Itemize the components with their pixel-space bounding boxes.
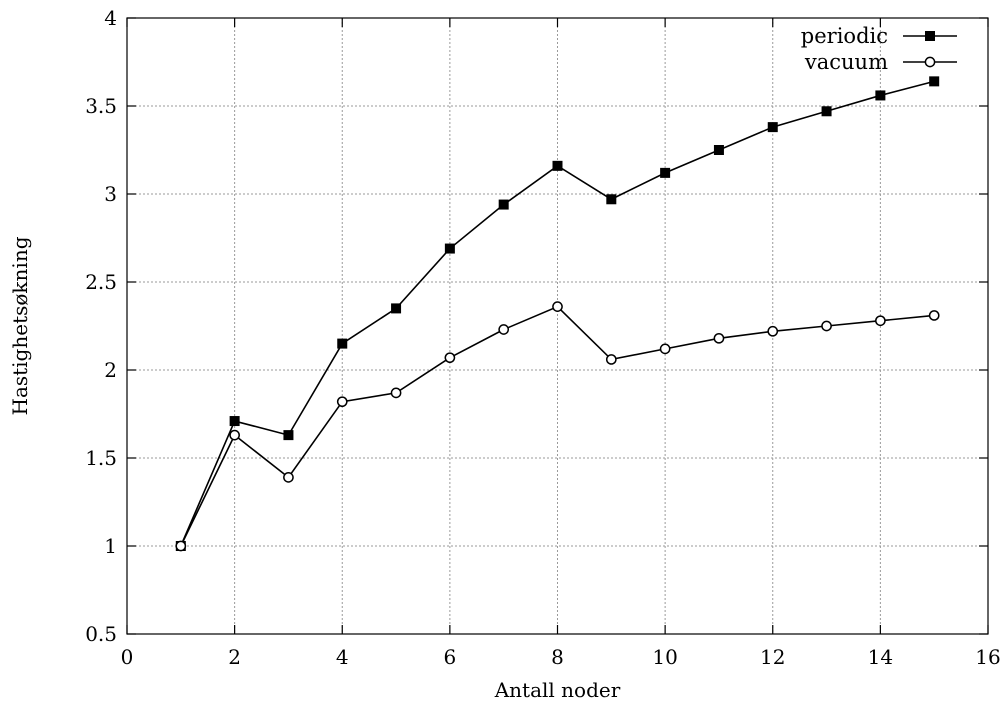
series bbox=[175, 76, 940, 552]
legend-label: vacuum bbox=[804, 50, 888, 74]
data-point bbox=[713, 145, 724, 155]
data-point bbox=[929, 76, 940, 87]
data-point bbox=[391, 303, 402, 314]
axis-ticks bbox=[126, 17, 989, 635]
x-axis-label: Antall noder bbox=[494, 678, 621, 702]
y-tick-label: 1 bbox=[104, 534, 117, 558]
data-point bbox=[659, 343, 671, 355]
series-periodic bbox=[175, 76, 940, 551]
data-point bbox=[390, 387, 402, 399]
data-point bbox=[283, 430, 294, 441]
legend-marker bbox=[924, 56, 936, 68]
data-point bbox=[713, 332, 725, 344]
data-point bbox=[767, 325, 779, 337]
grid bbox=[127, 18, 988, 634]
x-tick-label: 10 bbox=[652, 645, 677, 669]
data-point bbox=[498, 324, 510, 335]
data-point bbox=[928, 310, 940, 321]
data-point bbox=[821, 320, 832, 332]
x-tick-label: 12 bbox=[760, 645, 785, 669]
x-tick-label: 16 bbox=[975, 645, 1000, 669]
data-point bbox=[552, 301, 563, 312]
y-tick-label: 1.5 bbox=[85, 446, 117, 470]
data-point bbox=[283, 472, 294, 483]
data-point bbox=[336, 396, 348, 408]
data-point bbox=[337, 338, 348, 349]
legend-item: vacuum bbox=[804, 50, 957, 74]
y-axis-label: Hastighetsøkning bbox=[8, 236, 32, 415]
y-tick-label: 2.5 bbox=[85, 270, 117, 294]
data-point bbox=[498, 199, 509, 210]
data-point bbox=[767, 122, 778, 133]
data-point bbox=[229, 416, 240, 427]
data-point bbox=[875, 90, 886, 101]
x-tick-label: 2 bbox=[228, 645, 241, 669]
data-point bbox=[444, 243, 455, 254]
data-point bbox=[660, 167, 671, 178]
data-point bbox=[875, 315, 886, 327]
y-tick-labels: 0.5 1 1.5 2 2.5 3 3.5 4 bbox=[85, 6, 117, 646]
data-point bbox=[606, 194, 617, 205]
y-tick-label: 4 bbox=[104, 6, 117, 30]
x-tick-labels: 0 2 4 6 8 10 12 14 16 bbox=[121, 645, 1001, 669]
x-tick-label: 0 bbox=[121, 645, 134, 669]
x-tick-label: 14 bbox=[868, 645, 893, 669]
data-point bbox=[444, 352, 456, 364]
y-tick-label: 3.5 bbox=[85, 94, 117, 118]
x-tick-label: 8 bbox=[551, 645, 564, 669]
data-point bbox=[552, 160, 563, 171]
legend-marker bbox=[925, 31, 935, 41]
y-tick-label: 3 bbox=[104, 182, 117, 206]
y-tick-label: 2 bbox=[104, 358, 117, 382]
data-point bbox=[605, 354, 617, 365]
series-vacuum bbox=[175, 301, 940, 552]
legend-item: periodic bbox=[801, 24, 957, 48]
x-tick-label: 4 bbox=[336, 645, 349, 669]
legend-label: periodic bbox=[801, 24, 888, 48]
data-point bbox=[821, 106, 832, 117]
x-tick-label: 6 bbox=[444, 645, 457, 669]
y-tick-label: 0.5 bbox=[85, 622, 117, 646]
data-point bbox=[175, 540, 187, 552]
data-point bbox=[229, 429, 240, 441]
